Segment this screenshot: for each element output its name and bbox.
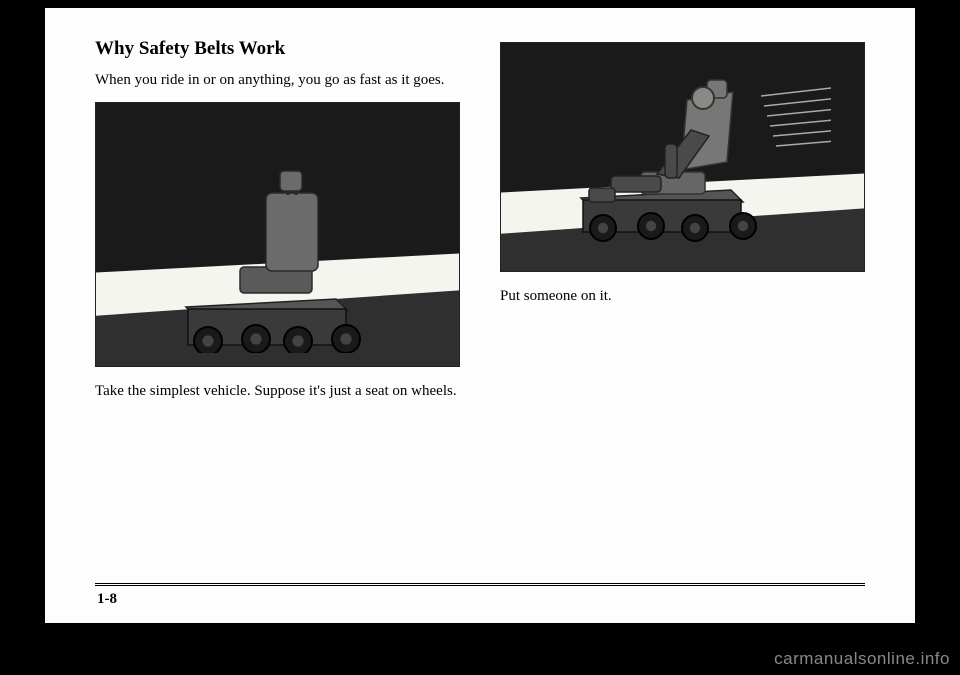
content-columns: Why Safety Belts Work When you ride in o… (95, 38, 865, 573)
left-column: Why Safety Belts Work When you ride in o… (95, 38, 460, 573)
figure-empty-seat-cart (95, 102, 460, 367)
page-footer-rule: 1-8 (95, 583, 865, 608)
page-number: 1-8 (95, 591, 117, 607)
person-on-seat-illustration (531, 48, 831, 258)
section-heading: Why Safety Belts Work (95, 38, 460, 60)
intro-text: When you ride in or on anything, you go … (95, 70, 460, 90)
right-column: Put someone on it. (500, 38, 865, 573)
seat-on-wheels-illustration (136, 133, 396, 353)
figure-caption-right: Put someone on it. (500, 286, 865, 306)
figure-person-on-cart (500, 42, 865, 272)
watermark-text: carmanualsonline.info (774, 649, 950, 669)
figure-caption-left: Take the simplest vehicle. Suppose it's … (95, 381, 460, 401)
manual-page: Why Safety Belts Work When you ride in o… (45, 8, 915, 623)
